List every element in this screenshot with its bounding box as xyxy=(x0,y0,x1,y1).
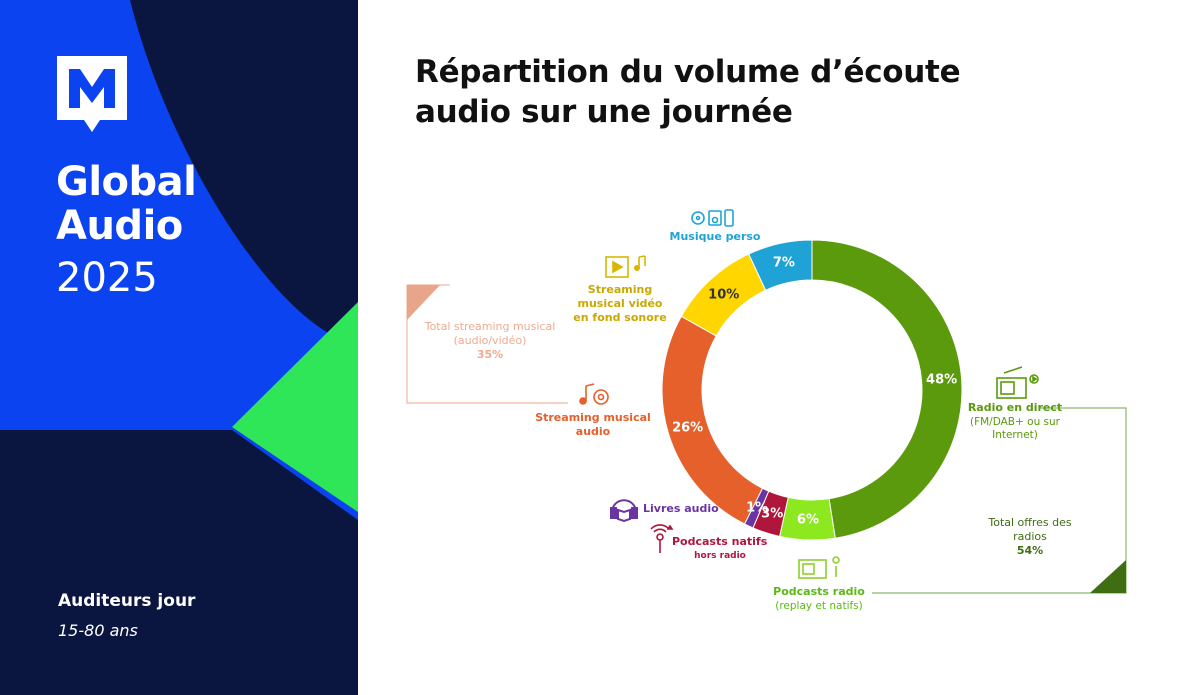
donut-slices xyxy=(661,239,963,541)
streaming-total-bracket xyxy=(406,284,568,404)
brand-panel-shapes xyxy=(0,0,358,695)
label-streaming-audio-line2: audio xyxy=(575,425,611,438)
label-radio-direct: Radio en direct xyxy=(967,401,1063,414)
audience-range: 15-80 ans xyxy=(58,621,138,640)
label-radio-direct-sub-line1: (FM/DAB+ ou sur xyxy=(969,416,1060,428)
slice-value-label: 10% xyxy=(708,287,740,303)
radios-total-bracket xyxy=(872,407,1127,594)
slice-value-label: 1% xyxy=(746,500,769,516)
label-podcasts-natifs-sub: hors radio xyxy=(694,551,746,561)
label-total-radios-line1: Total offres des xyxy=(988,516,1072,529)
page-title: Répartition du volume d’écoute audio sur… xyxy=(415,52,1015,132)
brand-panel: Global Audio 2025 Auditeurs jour 15-80 a… xyxy=(0,0,358,695)
label-total-streaming: Total streaming musical (audio/vidéo) 35… xyxy=(415,320,565,362)
label-podcasts-radio-sub: (replay et natifs) xyxy=(775,600,863,612)
label-podcasts-radio: Podcasts radio xyxy=(773,585,865,598)
podcasts-natifs-icon xyxy=(650,524,674,553)
brand-title-line1: Global xyxy=(56,159,197,205)
label-streaming-video-line2: musical vidéo xyxy=(577,297,663,310)
label-radio-direct-sub-line2: Internet) xyxy=(992,429,1038,441)
donut-slice xyxy=(811,239,963,539)
slice-value-label: 26% xyxy=(672,420,704,436)
streaming-audio-icon xyxy=(579,383,609,405)
label-livres-audio: Livres audio xyxy=(643,502,719,515)
slice-value-label: 48% xyxy=(926,372,958,388)
audience-title: Auditeurs jour xyxy=(58,591,196,611)
label-streaming-video-line3: en fond sonore xyxy=(573,311,667,324)
brand-title-line2: Audio xyxy=(56,203,183,249)
label-streaming-video: Streaming musical vidéo en fond sonore xyxy=(560,283,680,325)
label-musique-perso: Musique perso xyxy=(669,230,761,243)
m-logo-icon xyxy=(57,56,127,132)
label-total-streaming-value: 35% xyxy=(476,348,504,361)
donut-slice xyxy=(748,239,813,291)
label-streaming-video-line1: Streaming xyxy=(587,283,653,296)
label-total-streaming-line2: (audio/vidéo) xyxy=(453,334,527,347)
livres-audio-icon xyxy=(610,499,638,523)
label-total-radios-value: 54% xyxy=(1016,544,1044,557)
label-radio-direct-sub: (FM/DAB+ ou sur Internet) xyxy=(960,416,1070,442)
brand-year: 2025 xyxy=(56,255,158,301)
label-total-radios-line2: radios xyxy=(1013,530,1047,543)
label-streaming-audio: Streaming musical audio xyxy=(528,411,658,439)
podcasts-radio-icon xyxy=(798,556,840,579)
label-total-radios: Total offres des radios 54% xyxy=(975,516,1085,558)
label-streaming-audio-line1: Streaming musical xyxy=(535,411,651,424)
page-title-line1: Répartition du volume d’écoute xyxy=(415,54,961,90)
slice-value-label: 7% xyxy=(772,255,795,271)
musique-perso-icon xyxy=(691,209,734,227)
label-total-streaming-line1: Total streaming musical xyxy=(424,320,556,333)
page-title-line2: audio sur une journée xyxy=(415,94,793,130)
radio-direct-icon xyxy=(996,366,1039,399)
brand-title: Global Audio xyxy=(56,159,197,249)
label-podcasts-natifs: Podcasts natifs xyxy=(672,535,768,548)
streaming-video-icon xyxy=(605,255,646,278)
slice-value-label: 3% xyxy=(761,506,784,522)
slice-value-label: 6% xyxy=(796,512,819,528)
